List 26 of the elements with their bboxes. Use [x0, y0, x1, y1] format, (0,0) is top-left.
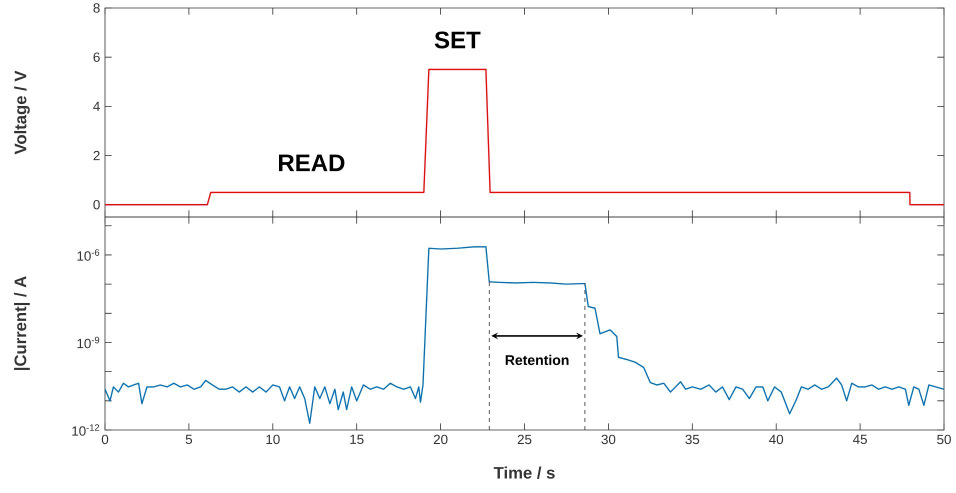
y-tick-label: 10$^{-6}$	[78, 249, 100, 261]
x-tick-label: 5	[186, 434, 192, 444]
x-axis-title: Time / s	[494, 466, 555, 479]
y-axis-title: |Current| / A	[14, 276, 30, 370]
x-tick-label: 20	[434, 434, 448, 444]
annotation: SET	[434, 31, 480, 48]
line-series	[104, 246, 945, 424]
y-tick-label: 0	[93, 200, 100, 210]
y-tick-label: 10$^{-9}$	[78, 336, 100, 348]
x-tick-label: 35	[685, 434, 700, 444]
y-tick-label: 4	[93, 102, 100, 111]
x-tick-label: 15	[350, 434, 364, 444]
x-tick-label: 50	[937, 434, 951, 444]
x-tick-label: 10	[266, 434, 280, 444]
annotation: READ	[279, 154, 344, 172]
x-tick-label: 30	[601, 434, 616, 444]
y-tick-label: 6	[94, 52, 100, 62]
x-tick-label: 0	[102, 434, 108, 444]
annotation: Retention	[506, 354, 568, 366]
y-tick-label: 10$^{-12}$	[72, 424, 100, 436]
x-tick-label: 25	[518, 434, 532, 444]
y-axis-title: Voltage / V	[14, 70, 30, 154]
y-tick-label: 2	[94, 150, 100, 160]
y-tick-label: 8	[93, 3, 100, 13]
x-tick-label: 45	[853, 434, 867, 444]
x-tick-label: 40	[769, 434, 784, 444]
